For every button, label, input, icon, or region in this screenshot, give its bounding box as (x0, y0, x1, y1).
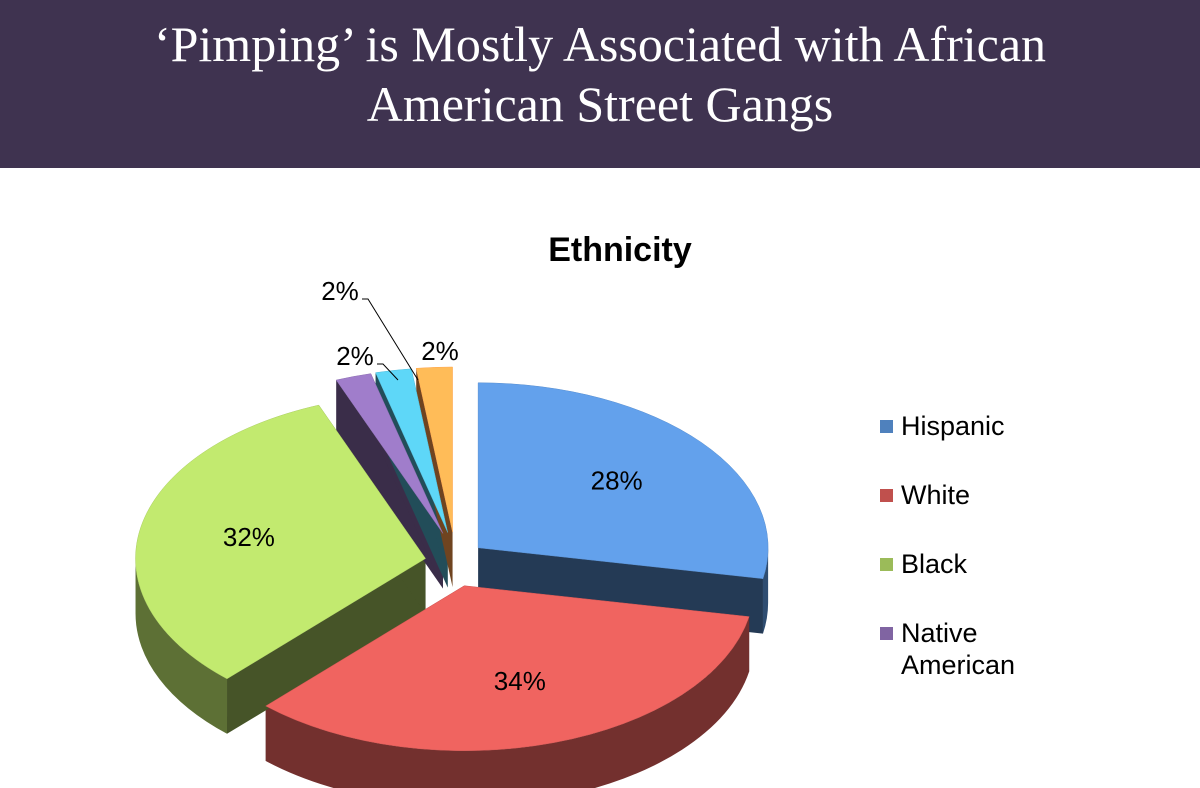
slice-face (227, 558, 426, 734)
legend-item: Hispanic (880, 410, 1050, 442)
legend-swatch (880, 489, 893, 502)
data-label: 2% (336, 341, 374, 371)
slice-wall (265, 616, 750, 788)
data-label: 28% (591, 465, 643, 495)
data-label: 34% (494, 666, 546, 696)
chart-title: Ethnicity (548, 231, 692, 269)
slide-title: ‘Pimping’ is Mostly Associated with Afri… (0, 0, 1200, 168)
slice-face (336, 380, 443, 589)
leader-line (362, 298, 419, 381)
legend-label: Hispanic (901, 411, 1005, 441)
slice (477, 382, 769, 579)
legend-item: Native American (880, 617, 1050, 681)
slice (265, 585, 750, 751)
slice (335, 373, 444, 534)
legend-label: White (901, 480, 971, 510)
slice-wall (762, 547, 769, 634)
data-label: 32% (223, 522, 275, 552)
slice (135, 404, 426, 680)
legend-item: Black (880, 548, 1050, 580)
slice-wall (135, 558, 228, 734)
legend-item: White (880, 479, 1050, 511)
legend: Hispanic White Black Native American (880, 410, 1050, 718)
slice (415, 366, 453, 533)
data-label: 2% (321, 276, 359, 306)
leader-line (377, 363, 399, 381)
legend-swatch (880, 558, 893, 571)
data-label: 2% (421, 336, 459, 366)
pie-tops (135, 366, 769, 751)
legend-swatch (880, 627, 893, 640)
legend-swatch (880, 420, 893, 433)
legend-label: Native American (901, 618, 1016, 680)
chart: Ethnicity 28% 34% 32% 2% 2% 2% (135, 231, 769, 788)
legend-label: Black (901, 549, 968, 579)
